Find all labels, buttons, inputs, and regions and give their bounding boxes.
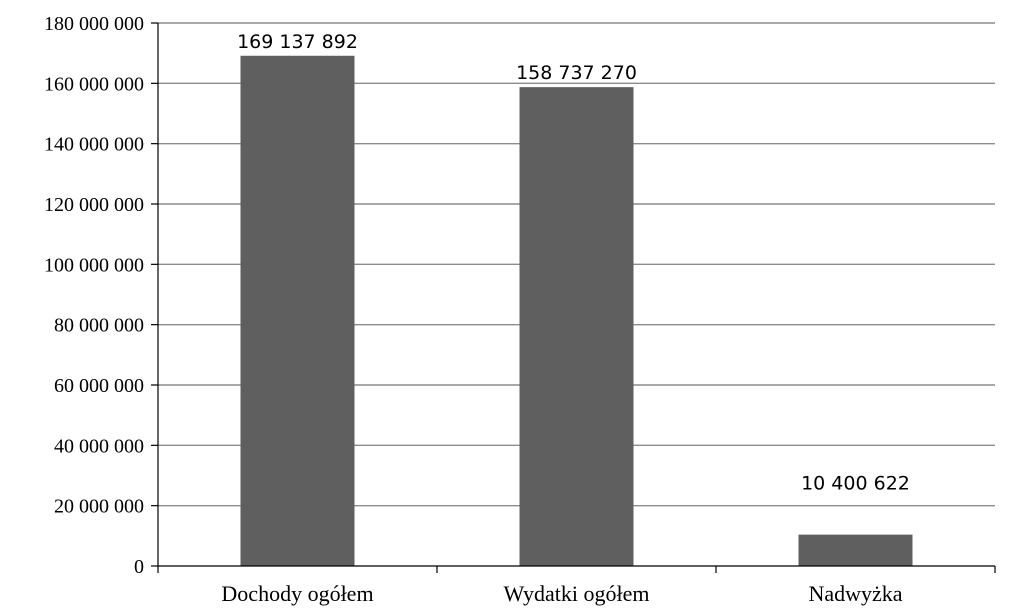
- bars: [240, 55, 913, 566]
- y-tick-label: 20 000 000: [54, 496, 144, 518]
- bar: [519, 87, 634, 566]
- bar: [240, 55, 355, 566]
- bar: [798, 534, 913, 566]
- y-tick-label: 140 000 000: [44, 134, 144, 156]
- y-tick-label: 100 000 000: [44, 254, 144, 276]
- y-tick-label: 120 000 000: [44, 194, 144, 216]
- y-tick-label: 60 000 000: [54, 375, 144, 397]
- y-tick-labels: 0 20 000 000 40 000 000 60 000 000 80 000 00…: [44, 13, 144, 578]
- data-labels: 169 137 892 158 737 270 10 400 622: [237, 31, 910, 495]
- x-category-label: Nadwyżka: [808, 581, 902, 606]
- data-label: 10 400 622: [801, 473, 910, 495]
- x-category-label: Wydatki ogółem: [504, 581, 650, 606]
- y-tick-label: 0: [134, 556, 144, 578]
- y-tick-label: 40 000 000: [54, 435, 144, 457]
- data-label: 158 737 270: [516, 62, 637, 84]
- x-category-label: Dochody ogółem: [221, 581, 373, 606]
- y-tick-label: 160 000 000: [44, 73, 144, 95]
- y-tick-label: 180 000 000: [44, 13, 144, 35]
- data-label: 169 137 892: [237, 31, 358, 53]
- axes: [151, 22, 996, 573]
- y-tick-label: 80 000 000: [54, 315, 144, 337]
- x-category-labels: Dochody ogółem Wydatki ogółem Nadwyżka: [221, 581, 902, 606]
